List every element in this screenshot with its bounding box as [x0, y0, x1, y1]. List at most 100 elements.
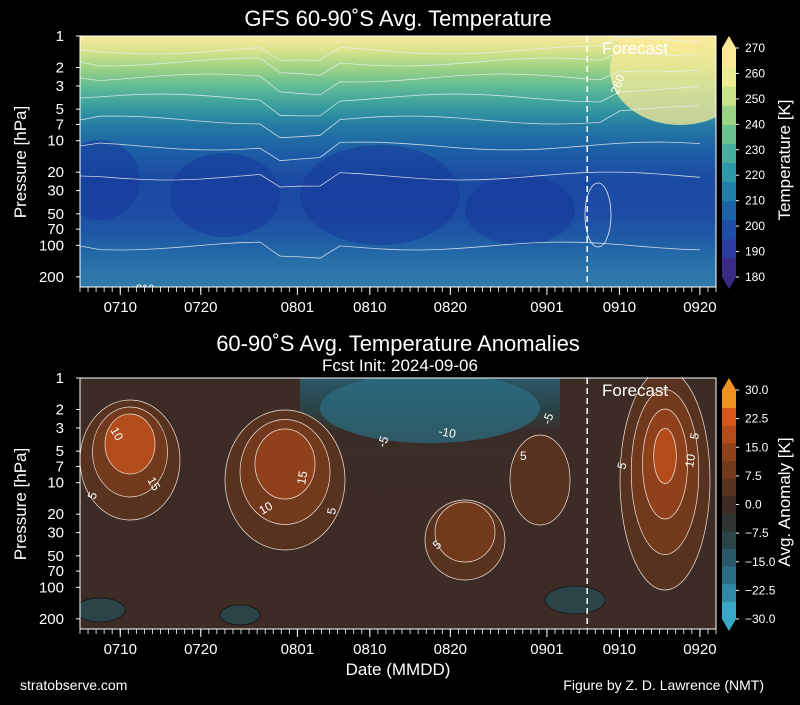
temperature-colorbar-segment	[722, 48, 736, 68]
anomaly-colorbar-segment	[722, 583, 736, 602]
y-tick-label: 5	[56, 443, 64, 460]
anomaly-colorbar-segment	[722, 425, 736, 444]
x-tick-label: 0920	[683, 641, 716, 658]
isotherm-3	[80, 85, 701, 117]
contour-label-0: 10	[107, 425, 126, 444]
colorbar-tick-label: 210	[745, 194, 765, 208]
anomaly-contour	[630, 389, 700, 555]
anomaly-colorbar: 30.0 22.5 15.0 7.5 0.0 −7.5 −15.0 −22.5 −30.0	[722, 378, 776, 631]
x-tick-label: 0710	[104, 641, 137, 658]
contour-label-7: -5	[375, 434, 392, 449]
x-tick-label: 0710	[104, 299, 137, 316]
anomaly-colorbar-segment	[722, 548, 736, 567]
anomaly-panel: 60-90˚S Avg. Temperature Anomalies Fcst …	[11, 331, 794, 658]
colorbar-min-arrow	[722, 619, 736, 631]
y-tick-label: 3	[56, 420, 64, 437]
anomaly-subtitle: Fcst Init: 2024-09-06	[322, 356, 478, 375]
y-tick-label: 30	[47, 183, 64, 200]
x-tick-label: 0910	[603, 299, 636, 316]
y-tick-label: 1	[56, 370, 64, 387]
temperature-colorbar-segment	[722, 257, 736, 278]
anomaly-title: 60-90˚S Avg. Temperature Anomalies	[216, 331, 580, 356]
anomaly-ylabel: Pressure [hPa]	[11, 448, 30, 560]
colorbar-tick-label: −7.5	[745, 526, 769, 540]
temperature-colorbar-segment	[722, 67, 736, 87]
anomaly-colorbar-label: Avg. Anomaly [K]	[775, 437, 794, 566]
anomaly-colorbar-segment	[722, 407, 736, 426]
colorbar-tick-label: 7.5	[745, 469, 762, 483]
colorbar-tick-label: 260	[745, 66, 765, 80]
warm-anomaly-0	[105, 414, 155, 474]
cold-core-2	[300, 145, 460, 245]
contour-label-3: 10	[257, 499, 276, 518]
colorbar-tick-label: 30.0	[745, 383, 769, 397]
isotherm-0	[80, 36, 701, 61]
x-tick-label: 0910	[603, 641, 636, 658]
warm-forecast-region	[610, 36, 716, 125]
colorbar-tick-label: 200	[745, 219, 765, 233]
contour-label-6: 5	[520, 449, 527, 463]
temperature-colorbar-segment	[722, 238, 736, 259]
y-tick-label: 100	[39, 237, 64, 254]
x-tick-label: 0720	[184, 641, 217, 658]
warm-anomaly-3	[510, 435, 570, 525]
footer-credit: Figure by Z. D. Lawrence (NMT)	[563, 677, 764, 693]
cold-core-1	[170, 153, 280, 237]
warm-anomaly-1	[255, 429, 315, 499]
contour-label-1: 210	[136, 283, 154, 295]
colorbar-tick-label: 270	[745, 41, 765, 55]
x-tick-label: 0820	[434, 299, 467, 316]
contour-label-10: -5	[540, 411, 557, 426]
temperature-ylabel: Pressure [hPa]	[11, 106, 30, 218]
plot-frame	[79, 35, 717, 288]
cold-core-0	[80, 140, 140, 220]
anomaly-x-axis: 0710 0720 0801 0810 0820 0901 0910 0920	[79, 629, 717, 658]
isotherm-7	[80, 241, 701, 259]
anomaly-forecast-label: Forecast	[602, 381, 668, 400]
y-tick-label: 50	[47, 206, 64, 223]
isotherm-2	[80, 69, 701, 96]
x-tick-label: 0801	[281, 299, 314, 316]
temperature-forecast-label: Forecast	[602, 39, 668, 58]
temperature-colorbar-segment	[722, 105, 736, 125]
temperature-colorbar-label: Temperature [K]	[775, 100, 794, 221]
colorbar-tick-label: 250	[745, 92, 765, 106]
anomaly-contour	[92, 406, 168, 498]
cold-anomaly-core	[320, 378, 540, 443]
x-axis-label: Date (MMDD)	[346, 660, 451, 679]
colorbar-tick-label: −30.0	[745, 612, 776, 626]
anomaly-colorbar-segment	[722, 530, 736, 549]
anomaly-colorbar-segment	[722, 495, 736, 514]
x-tick-label: 0810	[353, 299, 386, 316]
temperature-x-axis: 0710 0720 0801 0810 0820 0901 0910 0920	[79, 287, 717, 316]
temperature-colorbar-segment	[722, 162, 736, 183]
anomaly-contour	[619, 378, 711, 591]
footer-source: stratobserve.com	[20, 677, 127, 693]
anomaly-colorbar-segment	[722, 566, 736, 585]
plot-frame	[79, 377, 717, 630]
isotherm-closed	[584, 182, 612, 248]
anomaly-contour	[642, 408, 688, 520]
anomaly-colorbar-segment	[722, 513, 736, 532]
temperature-colorbar-segment	[722, 124, 736, 144]
x-tick-label: 0820	[434, 641, 467, 658]
temperature-panel: GFS 60-90˚S Avg. Temperature Pressure [h…	[11, 6, 794, 316]
anomaly-contour	[239, 419, 331, 525]
y-tick-label: 50	[47, 548, 64, 565]
contour-label-13: 5	[687, 431, 702, 440]
x-tick-label: 0810	[353, 641, 386, 658]
anomaly-colorbar-segment	[722, 442, 736, 461]
anomaly-contour	[509, 434, 571, 526]
y-tick-label: 1	[56, 28, 64, 45]
colorbar-tick-label: −22.5	[745, 583, 776, 597]
temperature-title: GFS 60-90˚S Avg. Temperature	[244, 6, 551, 31]
y-tick-label: 70	[47, 221, 64, 238]
y-tick-label: 20	[47, 506, 64, 523]
contour-label-2: 5	[85, 490, 101, 501]
colorbar-min-arrow	[722, 277, 736, 289]
y-tick-label: 100	[39, 579, 64, 596]
contour-label-12: 10	[682, 453, 698, 469]
y-tick-label: 2	[56, 402, 64, 419]
